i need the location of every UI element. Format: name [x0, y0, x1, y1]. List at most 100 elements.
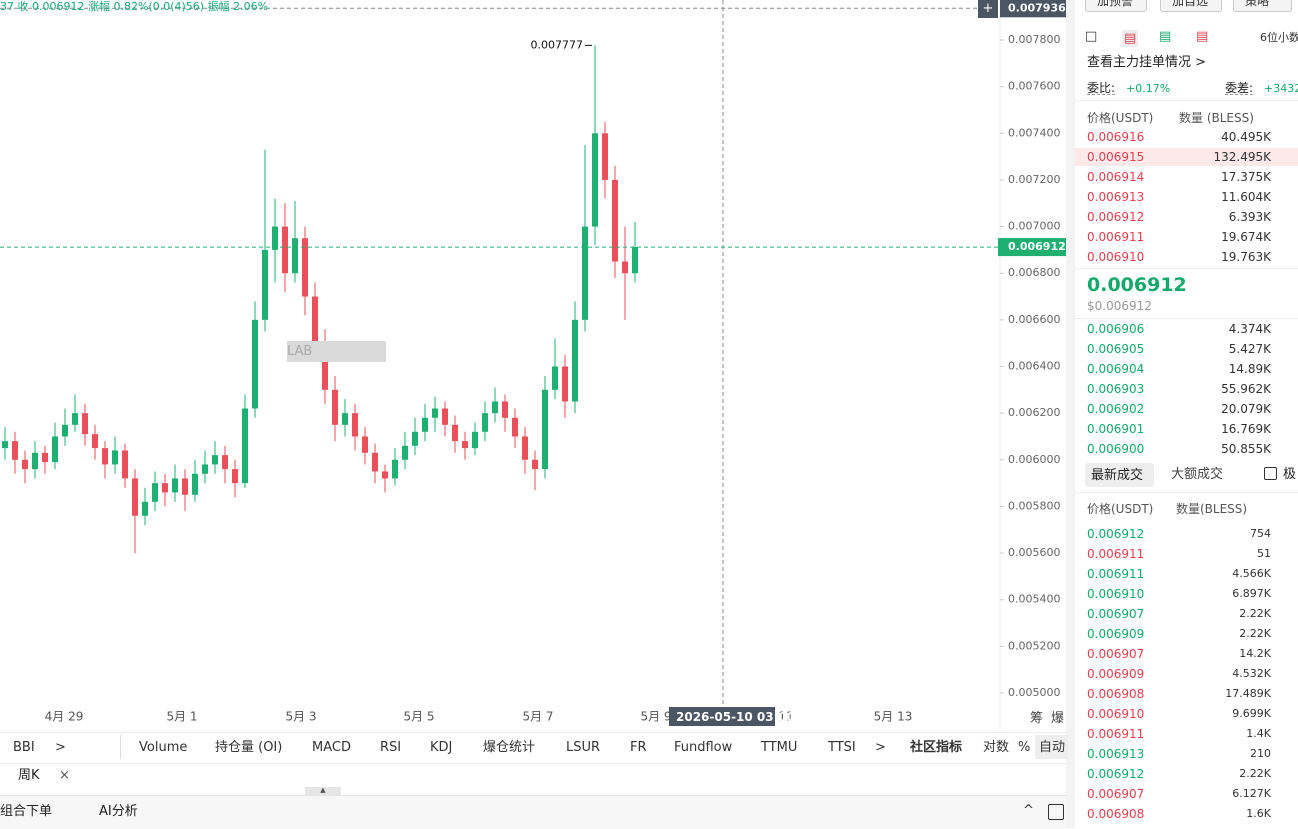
axis-icon[interactable]: 爆 — [1051, 711, 1065, 726]
diff: +3432 — [1264, 82, 1298, 95]
qty: 132.495K — [1213, 150, 1272, 164]
candle-body — [72, 413, 78, 425]
candle-body — [382, 471, 388, 479]
candle-body — [442, 408, 448, 425]
indicator[interactable]: LSUR — [566, 740, 601, 755]
candle-body — [402, 445, 408, 460]
indicator[interactable]: Volume — [139, 740, 188, 755]
trade-qty: 1.6K — [1246, 807, 1271, 820]
y-tick-label: 0.006600 — [1008, 313, 1061, 326]
handle[interactable]: ▲ — [305, 787, 341, 795]
indicator[interactable]: TTMU — [761, 740, 798, 755]
candle-body — [152, 483, 158, 502]
indicator[interactable]: Fundflow — [674, 740, 733, 755]
candle-body — [2, 441, 8, 449]
button[interactable]: 加预警 — [1097, 0, 1134, 8]
candle-body — [122, 450, 128, 479]
legend-item: 振幅 2.06% — [207, 0, 269, 13]
popout[interactable] — [1048, 804, 1064, 820]
trade-price: 0.006910 — [1087, 707, 1145, 721]
indicator[interactable]: 爆仓统计 — [483, 740, 536, 755]
button[interactable]: 策略 — [1245, 0, 1270, 8]
chart: 0.007800 0.007600 0.007400 0.007200 0.007000… — [0, 0, 1072, 730]
checkbox[interactable] — [1264, 467, 1277, 480]
divider — [120, 735, 121, 759]
axis-icon[interactable]: 筹 — [1030, 711, 1044, 726]
qty: 14.89K — [1228, 362, 1271, 376]
candle-body — [362, 436, 368, 453]
indicator[interactable]: > — [875, 740, 886, 755]
decimals[interactable]: 6位小数 — [1260, 31, 1298, 44]
button-bg[interactable] — [1160, 0, 1222, 12]
layout-icon[interactable]: ▤ — [1159, 29, 1172, 44]
trade-price: 0.006907 — [1087, 787, 1145, 801]
candle-body — [272, 226, 278, 250]
add-button[interactable]: + — [978, 0, 998, 18]
collapse[interactable]: ^ — [1023, 803, 1034, 818]
time-box — [669, 707, 775, 726]
candle-body — [242, 408, 248, 484]
x-tick-label: 5月 9 — [640, 710, 671, 724]
indicator[interactable]: MACD — [312, 740, 351, 755]
candle-body — [342, 413, 348, 425]
price: 0.006916 — [1087, 130, 1145, 144]
trade-qty: 9.699K — [1232, 707, 1271, 720]
footer-tab[interactable]: 组合下单 — [0, 804, 53, 819]
y-tick-label: 0.007200 — [1008, 173, 1061, 186]
y-tick-label: 0.006400 — [1008, 360, 1061, 373]
price: 0.006902 — [1087, 402, 1145, 416]
divider — [1075, 318, 1298, 319]
trade-qty: 4.532K — [1232, 667, 1271, 680]
price: 0.006910 — [1087, 250, 1145, 264]
button-bg[interactable] — [1233, 0, 1292, 12]
indicator[interactable]: TTSI — [828, 740, 856, 755]
candle-body — [552, 366, 558, 390]
y-tick-label: 0.007000 — [1008, 220, 1061, 233]
indicator[interactable]: 社区指标 — [910, 740, 963, 755]
indicator[interactable]: 持仓量 (OI) — [215, 740, 283, 755]
price: 0.006913 — [1087, 190, 1145, 204]
trade-price: 0.006910 — [1087, 587, 1145, 601]
layout-icon[interactable]: ▤ — [1122, 30, 1139, 47]
tab[interactable]: 最新成交 — [1091, 468, 1144, 483]
indicator[interactable]: RSI — [380, 740, 402, 755]
x-tick-label: 5月 7 — [522, 710, 553, 724]
indicator[interactable]: % — [1018, 740, 1031, 755]
indicator[interactable]: 对数 — [983, 740, 1010, 755]
marker: LAB — [287, 344, 313, 359]
max-label: 0.007777 — [531, 38, 584, 51]
period[interactable]: 周K — [18, 768, 40, 783]
indicator[interactable]: 自动 — [1039, 740, 1066, 755]
layout-icon[interactable]: ▤ — [1196, 29, 1209, 44]
indicator[interactable]: KDJ — [430, 740, 453, 755]
close[interactable]: × — [59, 768, 70, 783]
candle-body — [222, 455, 228, 470]
button-bg[interactable] — [1085, 0, 1147, 12]
layout-icon[interactable]: □ — [1085, 29, 1098, 44]
footer-tab[interactable]: AI分析 — [99, 804, 138, 819]
y-tick-label: 0.005200 — [1008, 639, 1061, 652]
candle-body — [622, 261, 628, 274]
qty: 19.674K — [1221, 230, 1271, 244]
trade-price: 0.006908 — [1087, 687, 1145, 701]
indicator-bar — [0, 732, 1066, 764]
candle-body — [252, 319, 258, 409]
candle-body — [162, 483, 168, 493]
price: 0.006912 — [1087, 210, 1145, 224]
depth-link[interactable]: 查看主力挂单情况 > — [1087, 55, 1207, 70]
indicator[interactable]: FR — [630, 740, 647, 755]
button[interactable]: 加自选 — [1172, 0, 1209, 8]
candle-body — [412, 431, 418, 446]
tab[interactable]: 极 — [1283, 467, 1297, 482]
indicator[interactable]: BBI — [13, 740, 35, 755]
tab[interactable]: 大额成交 — [1171, 467, 1224, 482]
candle-body — [542, 389, 548, 470]
indicator[interactable]: > — [55, 740, 66, 755]
candle-body — [212, 455, 218, 465]
candle-body — [232, 469, 238, 484]
x-tick-label: 5月 1 — [166, 710, 197, 724]
candle-body — [572, 319, 578, 402]
last-price-usd: $0.006912 — [1087, 299, 1152, 313]
candle-body — [602, 133, 608, 180]
tab-bg[interactable] — [1085, 463, 1154, 487]
